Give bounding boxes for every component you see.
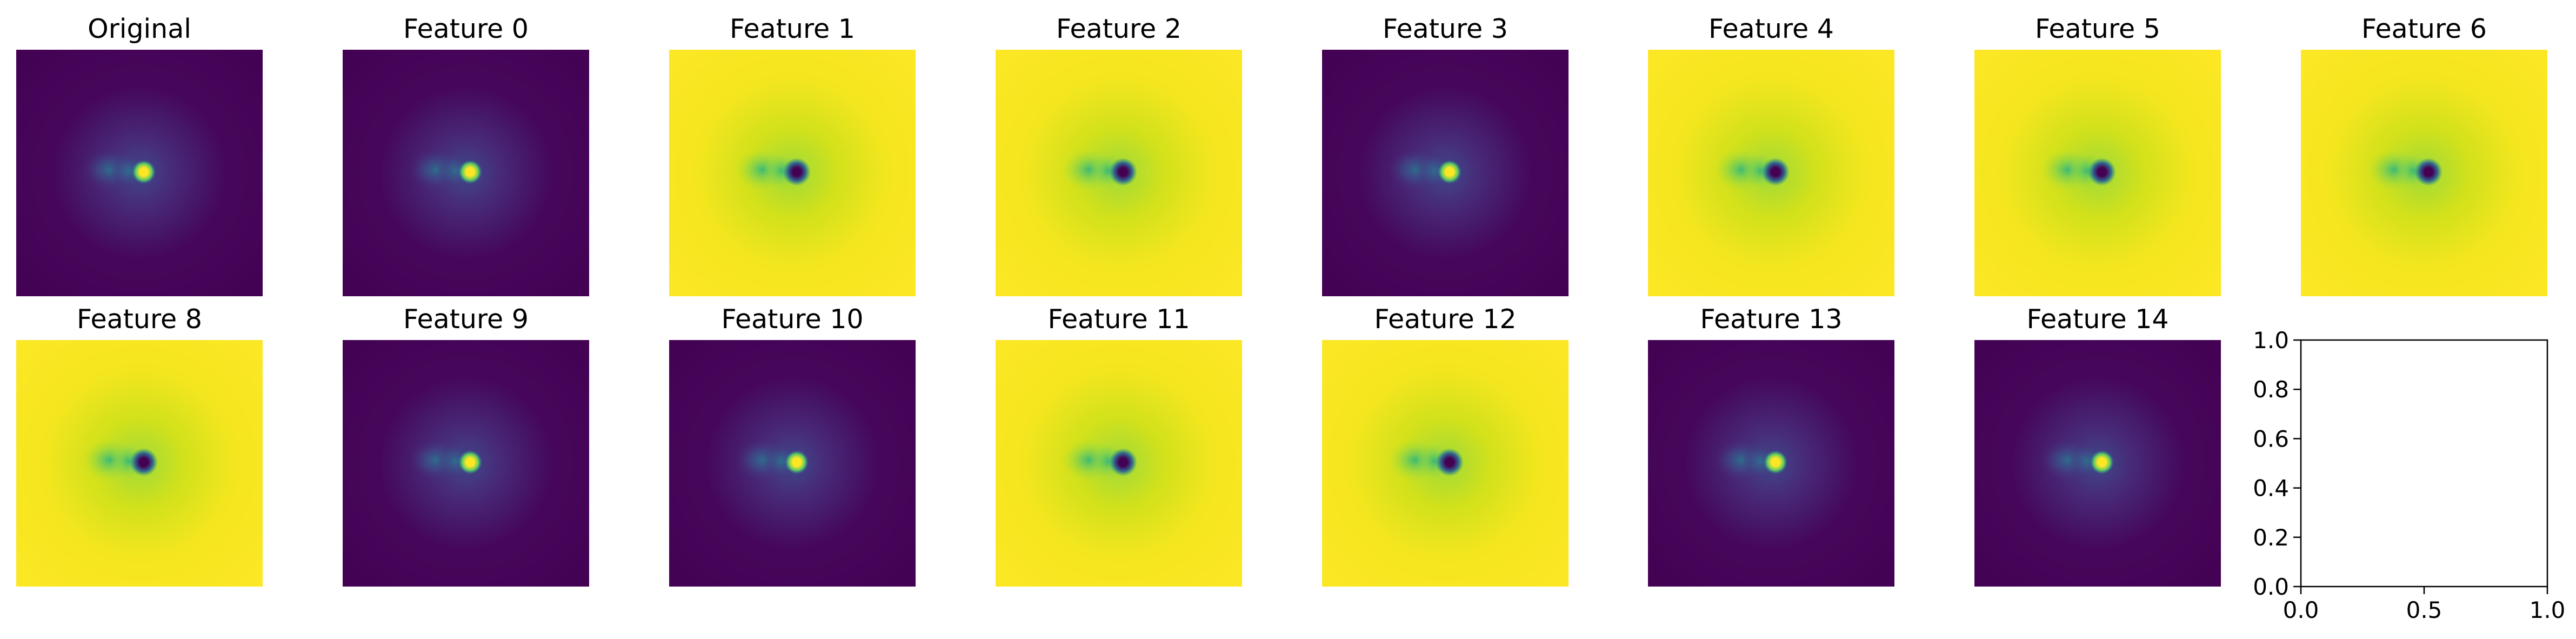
y-tick-label: 1.0 [2253,327,2289,354]
heatmap-spot [2088,158,2116,186]
y-tick-label: 0.4 [2253,475,2289,502]
subplot-4: Feature 3 [1322,14,1569,296]
subplot-0: Original [16,14,263,296]
heatmap-spot [1109,158,1137,186]
subplot-11: Feature 11 [996,304,1242,587]
x-tick-label: 0.0 [2283,597,2319,623]
y-tick-label: 0.2 [2253,524,2289,551]
subplot-title: Feature 0 [403,14,529,44]
heatmap-spot [458,160,482,184]
subplot-12: Feature 12 [1322,304,1569,587]
empty-axes-frame [2300,339,2548,588]
subplot-2: Feature 1 [669,14,916,296]
x-tick-label: 0.5 [2406,597,2442,623]
subplot-10: Feature 10 [669,304,916,587]
subplot-title: Feature 2 [1056,14,1182,44]
subplot-15: 0.0 0.5 1.0 0.0 0.2 0.4 0.6 0.8 1.0 [2253,327,2565,623]
heatmap-spot [2090,450,2114,474]
subplot-title: Feature 3 [1383,14,1508,44]
subplot-title: Feature 9 [403,304,529,335]
subplot-7: Feature 6 [2301,14,2547,296]
heatmap-spot [1109,448,1137,476]
subplot-title: Feature 1 [730,14,855,44]
subplot-title: Feature 10 [721,304,863,335]
subplot-title: Feature 5 [2035,14,2160,44]
subplot-14: Feature 14 [1974,304,2221,587]
subplot-title: Feature 6 [2361,14,2487,44]
y-tick-label: 0.6 [2253,425,2289,452]
subplot-title: Feature 4 [1709,14,1834,44]
subplot-title: Feature 11 [1047,304,1190,335]
heatmap-spot [132,160,156,184]
subplot-6: Feature 5 [1974,14,2221,296]
heatmap-spot [1761,158,1790,186]
heatmap-spot [130,448,158,476]
heatmap-spot [785,450,809,474]
heatmap-spot [1764,450,1787,474]
subplot-5: Feature 4 [1648,14,1894,296]
heatmap-spot [1436,448,1464,476]
subplot-title: Feature 8 [77,304,202,335]
heatmap-spot [783,158,811,186]
subplot-9: Feature 9 [343,304,589,587]
y-tick-label: 0.8 [2253,376,2289,403]
subplot-title: Feature 12 [1374,304,1516,335]
x-tick-label: 1.0 [2530,597,2566,623]
subplot-title: Feature 13 [1700,304,1842,335]
y-tick-label: 0.0 [2253,574,2289,600]
heatmap-spot [2414,158,2442,186]
subplot-13: Feature 13 [1648,304,1894,587]
subplot-title: Original [88,14,191,44]
heatmap-spot [458,450,482,474]
subplot-3: Feature 2 [996,14,1242,296]
heatmap-spot [1438,160,1461,184]
subplot-1: Feature 0 [343,14,589,296]
subplot-title: Feature 14 [2026,304,2168,335]
subplot-8: Feature 8 [16,304,263,587]
